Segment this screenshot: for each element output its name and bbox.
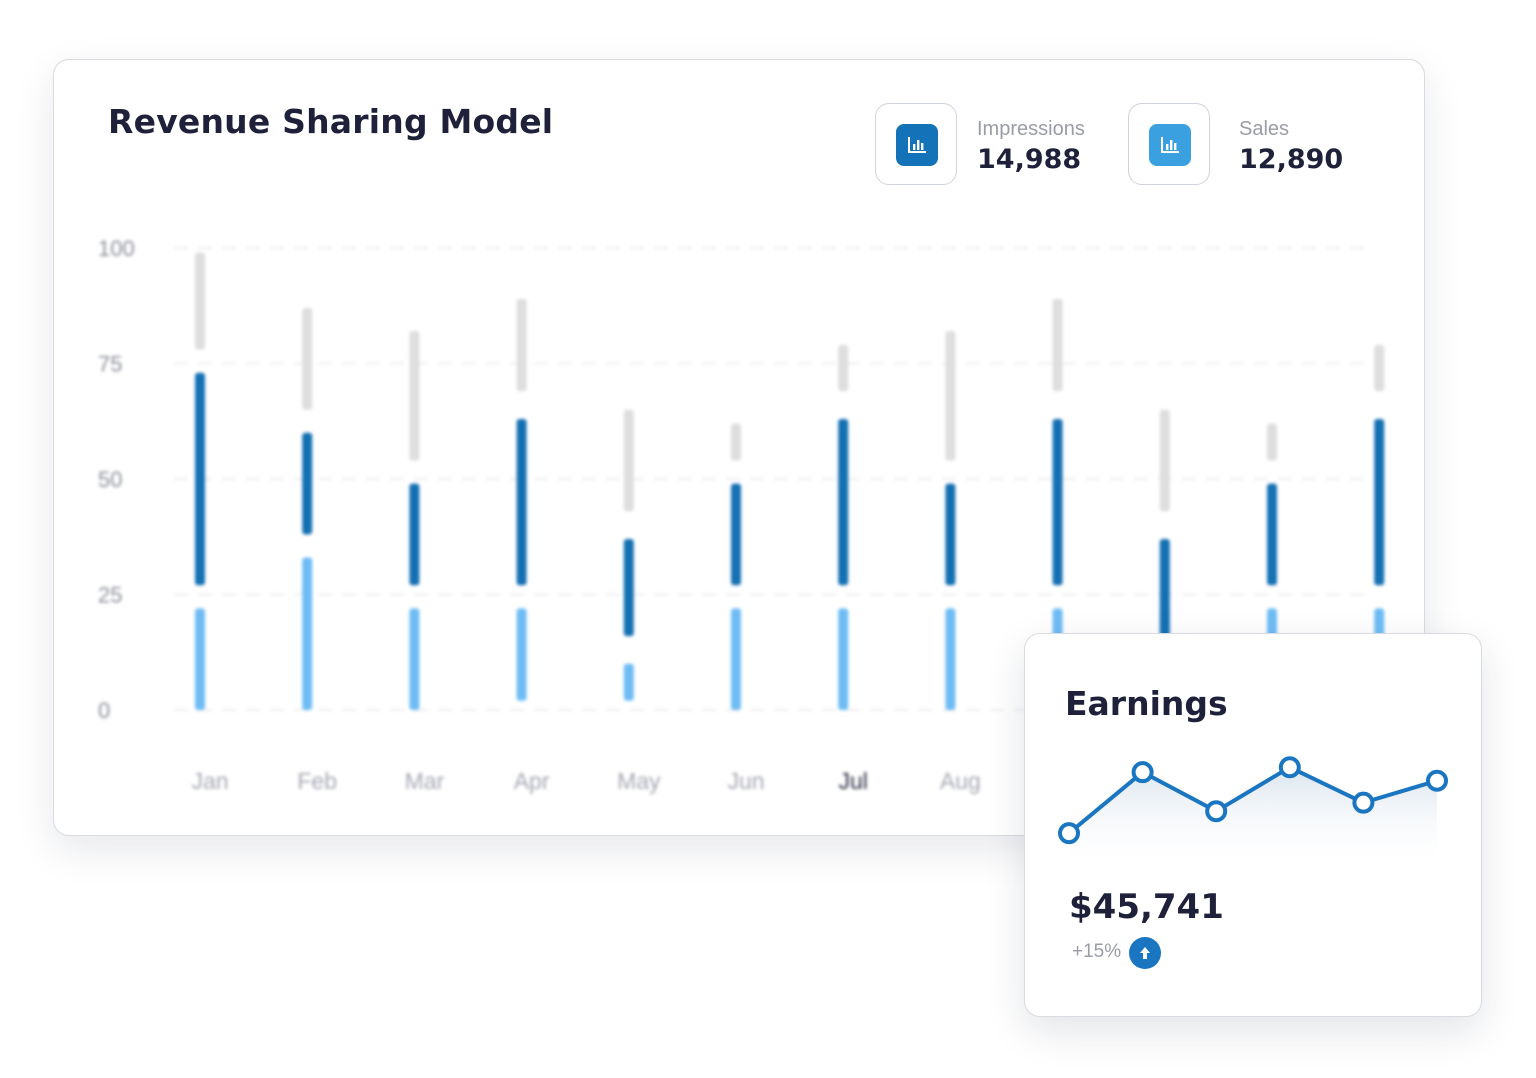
bar-segment-jun[interactable] [731,608,741,710]
earnings-title: Earnings [1065,684,1228,723]
bar-segment-dec[interactable] [1374,345,1385,392]
y-tick-label: 100 [98,236,135,261]
x-tick-label: Mar [405,768,445,794]
earnings-area [1069,767,1437,870]
earnings-line [1067,765,1438,835]
bar-segment-mar[interactable] [409,608,420,710]
bar-chart-icon [896,124,938,166]
bar-segment-apr[interactable] [516,418,527,586]
x-tick-label: Apr [514,768,550,794]
earnings-value: $45,741 [1069,887,1224,927]
bar-chart-icon [1149,124,1191,166]
y-tick-label: 0 [98,698,110,723]
sales-icon-box[interactable] [1128,103,1210,185]
impressions-icon-box[interactable] [875,103,957,185]
bar-segment-dec[interactable] [1374,418,1385,586]
y-tick-label: 75 [98,352,122,377]
bar-segment-aug[interactable] [945,483,956,586]
bar-segment-apr[interactable] [516,608,527,701]
x-tick-label: Aug [940,768,981,794]
earnings-point[interactable] [1352,791,1375,814]
earnings-point[interactable] [1205,800,1228,823]
bar-segment-jun[interactable] [731,423,741,461]
bar-segment-oct[interactable] [1159,409,1170,512]
sales-value: 12,890 [1239,144,1344,175]
bar-segment-jan[interactable] [195,608,205,710]
bar-segment-feb[interactable] [302,557,313,710]
bar-segment-aug[interactable] [945,331,956,461]
bar-segment-may[interactable] [623,663,634,701]
bar-segment-sep[interactable] [1052,298,1063,392]
bar-segment-apr[interactable] [516,298,527,392]
arrow-up-icon [1129,937,1161,969]
bar-segment-may[interactable] [623,539,634,637]
bar-segment-nov[interactable] [1267,423,1277,461]
x-tick-label: Jan [191,768,228,794]
bar-segment-jun[interactable] [731,483,741,586]
bar-segment-may[interactable] [623,409,634,512]
bar-segment-jul[interactable] [838,608,849,710]
earnings-point[interactable] [1426,769,1448,792]
bar-segment-jan[interactable] [195,252,205,350]
y-tick-label: 50 [98,467,122,492]
y-tick-label: 25 [98,583,122,608]
impressions-label: Impressions [977,118,1085,140]
bar-segment-jul[interactable] [838,345,849,392]
bar-segment-jan[interactable] [195,372,205,586]
bar-segment-aug[interactable] [945,608,956,710]
sales-label: Sales [1239,118,1290,140]
earnings-line-chart [1058,756,1448,870]
impressions-value: 14,988 [977,144,1082,175]
bar-segment-feb[interactable] [302,308,313,410]
earnings-card: Earnings $45,741 +15% [1024,633,1482,1017]
earnings-change: +15% [1072,941,1122,962]
bar-segment-feb[interactable] [302,432,313,535]
revenue-chart-card: 0 25 50 75 100 Jan Feb Mar Apr May Jun Jul Aug Reven… [53,59,1425,836]
earnings-point[interactable] [1131,761,1154,784]
chart-title: Revenue Sharing Model [108,102,554,141]
x-tick-label: Jul [838,768,867,794]
bar-segment-nov[interactable] [1267,483,1277,586]
x-tick-label: Feb [297,768,337,794]
bar-segment-mar[interactable] [409,331,420,461]
x-tick-label: May [617,768,661,794]
earnings-point[interactable] [1058,822,1080,845]
bar-segment-mar[interactable] [409,483,420,586]
bar-segment-jul[interactable] [838,418,849,586]
earnings-point[interactable] [1278,756,1301,779]
x-tick-label: Jun [727,768,764,794]
bar-segment-sep[interactable] [1052,418,1063,586]
bar-segment-oct[interactable] [1159,539,1170,637]
